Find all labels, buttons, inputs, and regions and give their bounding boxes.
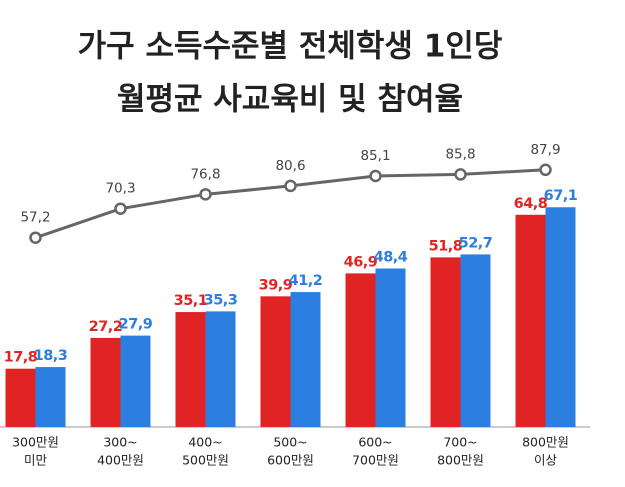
value-label: 51,8 [429, 238, 463, 254]
x-tick-label: 미만 [24, 453, 48, 468]
bar [460, 254, 491, 427]
bar [5, 368, 36, 427]
value-label: 52,7 [459, 235, 493, 251]
x-tick-label: 600만원 [267, 453, 314, 468]
x-tick-label: 이상 [534, 453, 558, 468]
x-tick-label: 400만원 [97, 453, 144, 468]
value-label: 80,6 [275, 158, 305, 174]
line-point [284, 179, 297, 193]
value-label: 17,8 [4, 350, 38, 366]
value-label: 27,2 [89, 319, 123, 335]
bar [375, 268, 406, 427]
bar [430, 257, 461, 427]
value-label: 76,8 [190, 166, 220, 182]
line-point [454, 168, 467, 181]
value-label: 35,1 [174, 293, 208, 309]
chart-title: 월평균 사교육비 및 참여율 [117, 82, 463, 118]
value-label: 41,2 [289, 273, 323, 289]
line-point [369, 169, 382, 183]
x-tick-label: 800만원 [522, 435, 569, 450]
chart-title: 가구 소득수준별 전체학생 1인당 [78, 29, 503, 65]
value-label: 85,1 [360, 148, 390, 164]
bar [175, 312, 206, 427]
value-label: 67,1 [544, 188, 578, 204]
value-label: 46,9 [344, 254, 378, 270]
value-label: 39,9 [259, 277, 293, 293]
value-label: 57,2 [20, 210, 50, 226]
x-tick-label: 800만원 [437, 453, 484, 468]
value-label: 18,3 [34, 348, 68, 364]
x-tick-label: 600~ [358, 435, 392, 450]
bar [290, 292, 321, 427]
bar [120, 335, 151, 427]
bar [515, 214, 546, 427]
value-label: 87,9 [530, 142, 560, 158]
value-label: 70,3 [105, 181, 135, 197]
value-label: 27,9 [119, 317, 153, 333]
value-label: 35,3 [204, 292, 238, 308]
value-label: 48,4 [374, 249, 408, 265]
x-tick-label: 300~ [103, 435, 137, 450]
line-point [199, 188, 212, 201]
x-tick-label: 400~ [188, 435, 222, 450]
line-point [29, 231, 42, 244]
bar [345, 273, 376, 427]
value-label: 85,8 [445, 146, 475, 162]
x-tick-label: 700만원 [352, 453, 399, 468]
x-tick-label: 700~ [443, 435, 477, 450]
bar [205, 311, 236, 427]
value-label: 64,8 [514, 196, 548, 212]
bar [35, 367, 66, 427]
line-point [114, 202, 127, 215]
line-point [539, 163, 552, 177]
x-tick-label: 500만원 [182, 453, 229, 468]
bar [260, 296, 291, 427]
bar [545, 207, 576, 427]
x-tick-label: 500~ [273, 435, 307, 450]
x-tick-label: 300만원 [12, 435, 59, 450]
bar [90, 337, 121, 427]
